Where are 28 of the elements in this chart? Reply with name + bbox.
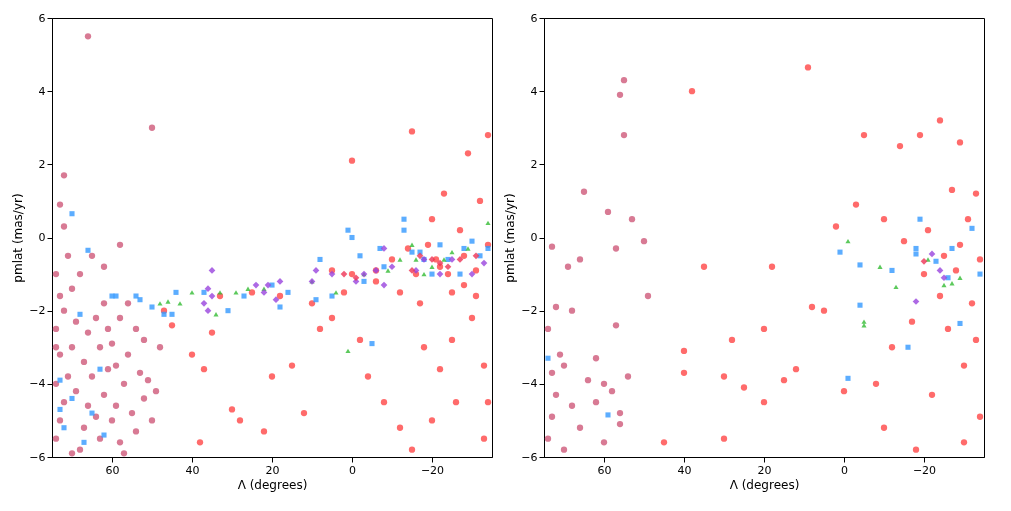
y-tick-label: 6: [38, 11, 46, 25]
x-tick-label: 20: [265, 463, 280, 477]
y-tick-label: 0: [530, 231, 538, 244]
y-tick-label: 4: [38, 84, 46, 98]
y-tick-label: −4: [29, 377, 46, 391]
x-tick-label: −20: [912, 463, 937, 477]
x-tick-label: 60: [105, 463, 120, 477]
y-axis-title: pmlat (mas/yr): [503, 193, 518, 283]
y-tick-label: 2: [38, 157, 46, 171]
x-tick-label: 20: [757, 463, 772, 477]
x-tick-label: 40: [677, 463, 692, 477]
x-tick-label: 60: [597, 463, 612, 477]
x-tick-label: 0: [349, 463, 356, 477]
x-tick-label: 40: [185, 463, 200, 477]
y-axis-title: pmlat (mas/yr): [11, 193, 26, 283]
x-axis-title: Λ (degrees): [729, 477, 800, 492]
y-tick-label: 2: [530, 157, 538, 171]
y-tick-label: 6: [530, 11, 538, 25]
y-tick-label: 0: [38, 231, 46, 244]
y-tick-label: −2: [29, 304, 46, 318]
x-tick-label: −20: [420, 463, 445, 477]
x-tick-label: 0: [841, 463, 848, 477]
y-tick-label: −6: [29, 450, 46, 464]
y-tick-label: −2: [521, 304, 538, 318]
y-tick-label: −6: [521, 450, 538, 464]
y-tick-label: 4: [530, 84, 538, 98]
y-tick-label: −4: [521, 377, 538, 391]
x-axis-title: Λ (degrees): [237, 477, 308, 492]
